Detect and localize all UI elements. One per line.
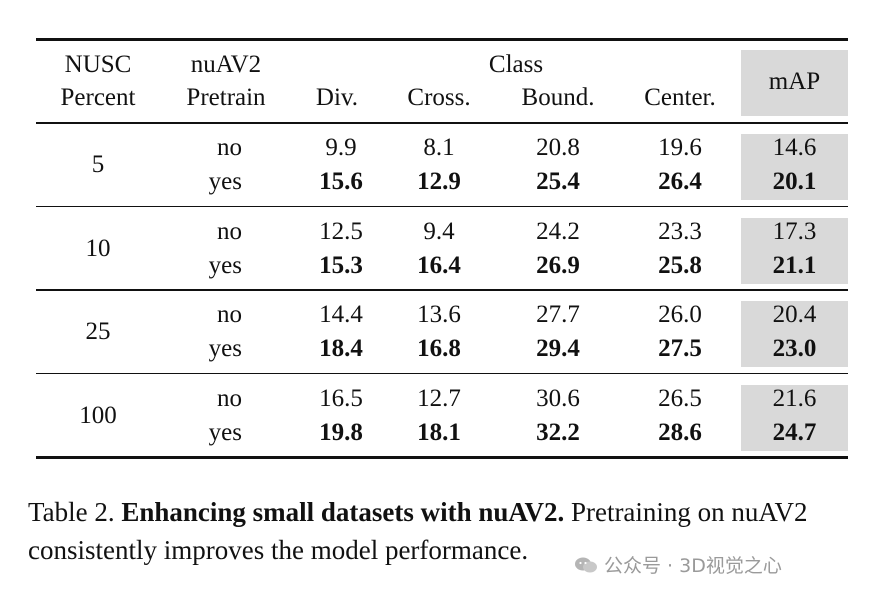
nusc-percent-cell: 10 bbox=[85, 234, 111, 262]
bound-cell: 27.7 bbox=[536, 301, 580, 328]
map-cell-shade bbox=[741, 134, 848, 200]
bound-cell: 26.9 bbox=[536, 251, 580, 279]
div-cell: 12.5 bbox=[319, 217, 363, 245]
div-cell: 18.4 bbox=[319, 335, 363, 362]
header-bound: Bound. bbox=[521, 84, 595, 111]
caption-title: Enhancing small datasets with nuAV2. bbox=[121, 497, 565, 527]
bound-cell: 29.4 bbox=[536, 335, 580, 362]
table-top-rule bbox=[36, 38, 848, 41]
cross-cell: 18.1 bbox=[417, 418, 461, 446]
nusc-percent-cell: 5 bbox=[91, 151, 105, 178]
group-rule bbox=[36, 122, 848, 124]
map-cell: 23.0 bbox=[772, 335, 817, 362]
pretrain-cell: no bbox=[217, 384, 242, 412]
header-class: Class bbox=[488, 51, 544, 78]
pretrain-cell: no bbox=[217, 217, 242, 245]
map-cell-shade bbox=[741, 217, 848, 284]
map-cell: 20.4 bbox=[772, 301, 817, 328]
header-div: Div. bbox=[315, 84, 359, 111]
map-cell: 24.7 bbox=[772, 418, 817, 446]
cross-cell: 13.6 bbox=[417, 301, 461, 328]
caption-text: Pretraining on nuAV2 consistently improv… bbox=[28, 497, 808, 565]
header-map: mAP bbox=[768, 68, 821, 95]
cross-cell: 16.4 bbox=[417, 251, 461, 279]
map-cell: 20.1 bbox=[772, 168, 817, 195]
center-cell: 26.4 bbox=[658, 168, 702, 195]
cross-cell: 12.9 bbox=[417, 168, 461, 195]
cross-cell: 8.1 bbox=[423, 134, 455, 161]
map-cell: 17.3 bbox=[772, 217, 817, 245]
bound-cell: 24.2 bbox=[536, 217, 580, 245]
center-cell: 26.5 bbox=[658, 384, 702, 412]
div-cell: 9.9 bbox=[325, 134, 357, 161]
table-bottom-rule bbox=[36, 456, 848, 459]
bound-cell: 25.4 bbox=[536, 168, 580, 195]
cross-cell: 9.4 bbox=[423, 217, 455, 245]
nusc-percent-cell: 25 bbox=[85, 318, 111, 345]
header-center: Center. bbox=[644, 84, 716, 111]
div-cell: 15.6 bbox=[319, 168, 363, 195]
bound-cell: 20.8 bbox=[536, 134, 580, 161]
center-cell: 27.5 bbox=[658, 335, 702, 362]
map-header-shade bbox=[741, 50, 848, 116]
center-cell: 26.0 bbox=[658, 301, 702, 328]
center-cell: 25.8 bbox=[658, 251, 702, 279]
pretrain-cell: yes bbox=[208, 335, 242, 362]
header-pretrain-line1: nuAV2 bbox=[190, 51, 262, 78]
cross-cell: 16.8 bbox=[417, 335, 461, 362]
pretrain-cell: yes bbox=[208, 168, 242, 195]
cross-cell: 12.7 bbox=[417, 384, 461, 412]
nusc-percent-cell: 100 bbox=[79, 401, 117, 429]
pretrain-cell: no bbox=[217, 134, 242, 161]
bound-cell: 32.2 bbox=[536, 418, 580, 446]
pretrain-cell: yes bbox=[208, 418, 242, 446]
pretrain-cell: no bbox=[217, 301, 242, 328]
map-cell-shade bbox=[741, 301, 848, 367]
map-cell: 14.6 bbox=[772, 134, 817, 161]
header-nusc-line2: Percent bbox=[60, 84, 136, 111]
div-cell: 14.4 bbox=[319, 301, 363, 328]
header-cross: Cross. bbox=[407, 84, 471, 111]
pretrain-cell: yes bbox=[208, 251, 242, 279]
div-cell: 15.3 bbox=[319, 251, 363, 279]
watermark-text: 公众号 · 3D视觉之心 bbox=[604, 555, 782, 577]
center-cell: 19.6 bbox=[658, 134, 702, 161]
center-cell: 23.3 bbox=[658, 217, 702, 245]
center-cell: 28.6 bbox=[658, 418, 702, 446]
div-cell: 19.8 bbox=[319, 418, 363, 446]
bound-cell: 30.6 bbox=[536, 384, 580, 412]
map-cell: 21.6 bbox=[772, 384, 817, 412]
map-cell-shade bbox=[741, 384, 848, 451]
wechat-icon bbox=[575, 557, 597, 572]
table-caption: Table 2. Enhancing small datasets with n… bbox=[28, 493, 858, 569]
group-rule bbox=[36, 289, 848, 291]
caption-label: Table 2. bbox=[28, 497, 115, 527]
div-cell: 16.5 bbox=[319, 384, 363, 412]
group-rule bbox=[36, 205, 848, 207]
map-cell: 21.1 bbox=[772, 251, 817, 279]
header-nusc-line1: NUSC bbox=[64, 51, 132, 78]
group-rule bbox=[36, 372, 848, 374]
watermark: 公众号 · 3D视觉之心 bbox=[574, 551, 782, 578]
header-pretrain-line2: Pretrain bbox=[186, 84, 266, 111]
